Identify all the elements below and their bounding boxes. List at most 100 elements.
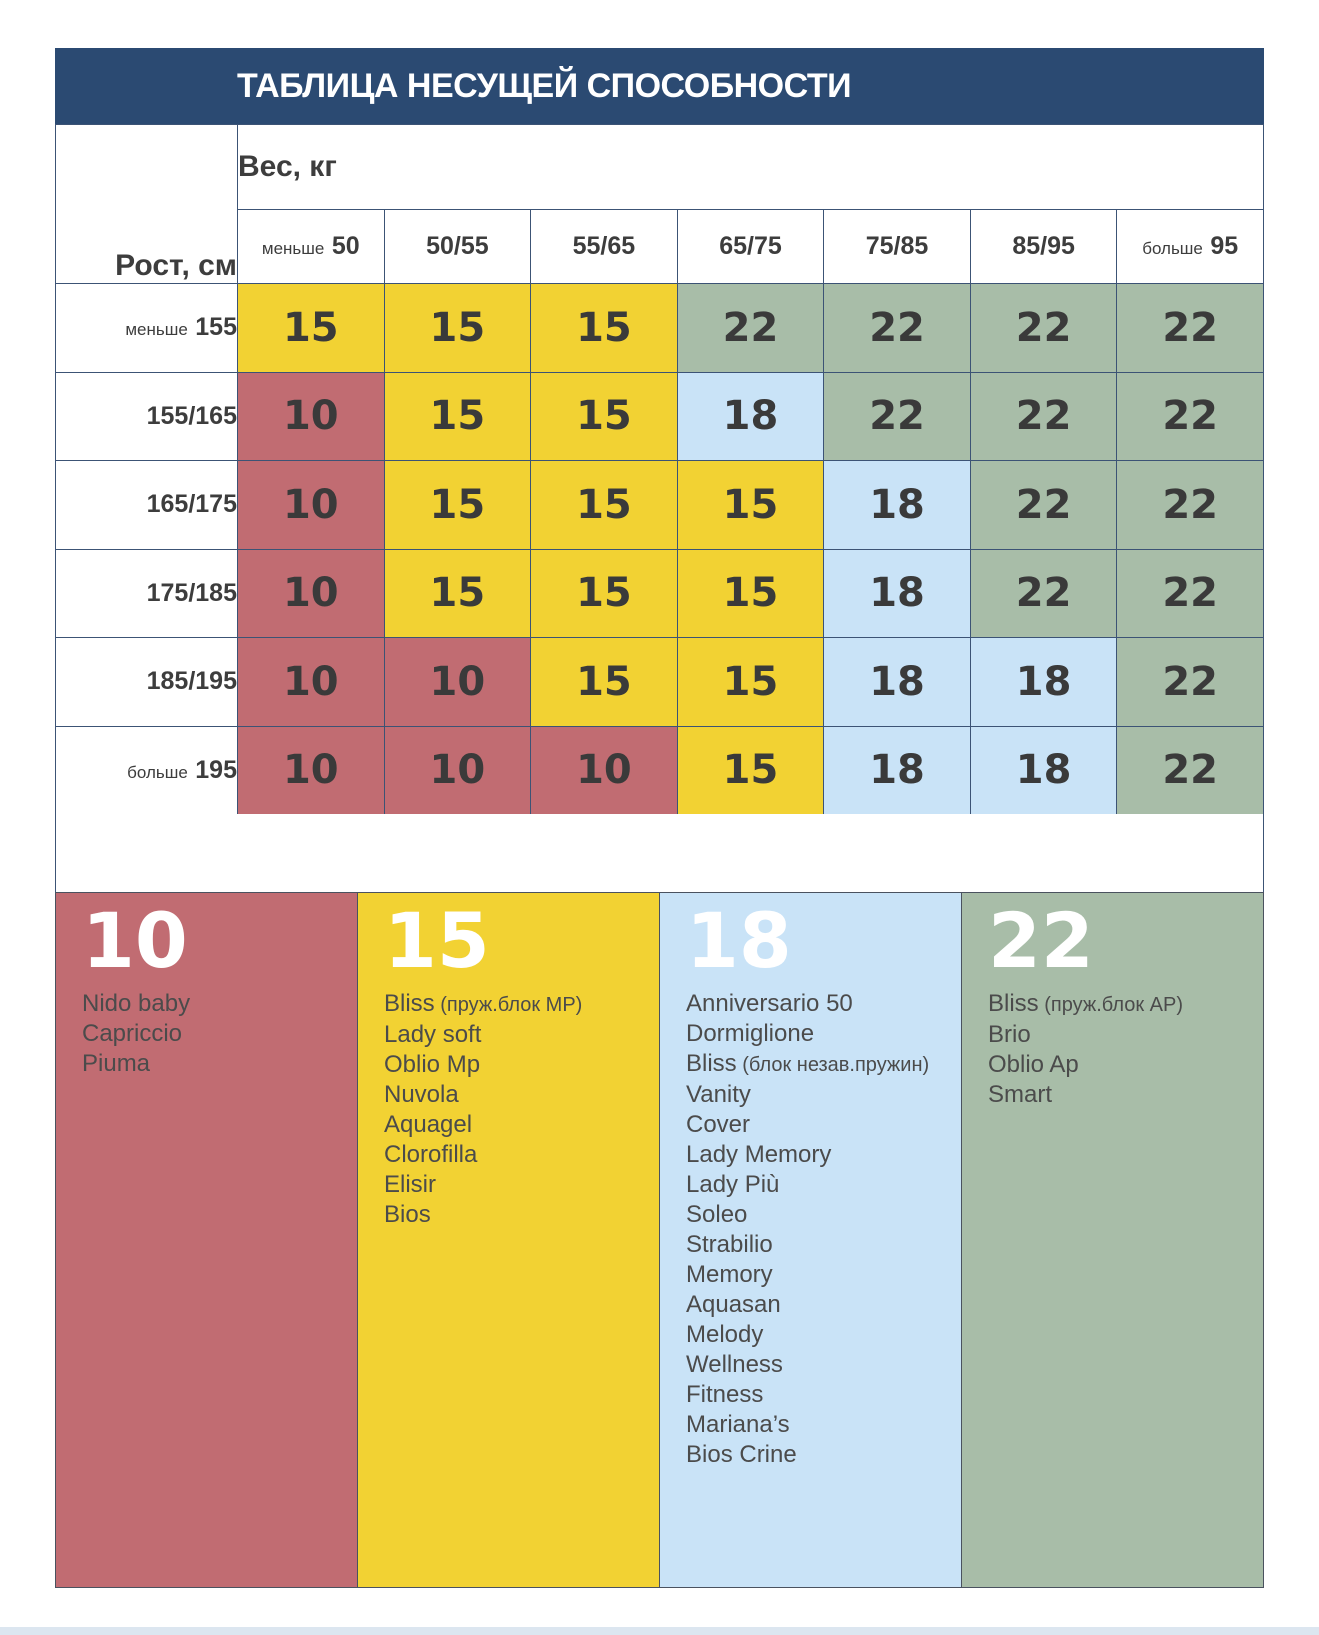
legend-item: Nido baby (82, 990, 191, 1017)
capacity-cell: 10 (237, 371, 385, 461)
col-header-prefix: больше (1142, 239, 1203, 258)
legend-item: Brio (988, 1021, 1031, 1048)
legend-item: Oblio Mp (384, 1051, 481, 1078)
capacity-cell: 15 (383, 371, 532, 461)
page-title: ТАБЛИЦА НЕСУЩЕЙ СПОСОБНОСТИ (237, 66, 852, 105)
legend-item: Vanity (686, 1081, 751, 1108)
capacity-cell: 22 (1116, 460, 1264, 550)
weight-axis-label: Вес, кг (237, 124, 1264, 210)
legend-item: Capriccio (82, 1020, 183, 1047)
col-header-value: 75/85 (865, 232, 929, 260)
footer-strip (0, 1627, 1319, 1635)
capacity-cell: 18 (969, 725, 1118, 815)
legend-item: Fitness (686, 1381, 764, 1408)
capacity-cell: 15 (530, 460, 678, 550)
weight-col-header: меньше 50 (237, 209, 385, 284)
legend-item: Soleo (686, 1201, 748, 1228)
capacity-cell: 22 (969, 283, 1118, 373)
height-row-label: 185/195 (55, 637, 238, 727)
weight-col-header: 65/75 (676, 209, 825, 284)
weight-col-header: 50/55 (383, 209, 532, 284)
legend-list: Anniversario 50 Dormiglione Bliss (блок не… (686, 989, 953, 1470)
col-header-value: 85/95 (1012, 232, 1075, 260)
legend-item: Lady Più (686, 1171, 780, 1198)
capacity-cell: 10 (237, 548, 385, 638)
legend-item: Anniversario 50 (686, 990, 853, 1017)
legend-item: Dormiglione (686, 1020, 815, 1047)
capacity-cell: 10 (237, 637, 385, 727)
weight-col-header: 75/85 (823, 209, 971, 284)
capacity-cell: 22 (823, 283, 971, 373)
table-empty-row (55, 814, 1264, 892)
capacity-cell: 15 (676, 460, 825, 550)
capacity-cell: 18 (823, 460, 971, 550)
capacity-cell: 15 (383, 283, 532, 373)
table-row: 155/165 10 15 15 18 22 22 22 (55, 371, 1264, 461)
table-row: 175/185 10 15 15 15 18 22 22 (55, 548, 1264, 638)
table-row: 165/175 10 15 15 15 18 22 22 (55, 460, 1264, 550)
capacity-cell: 15 (676, 548, 825, 638)
legend-value: 22 (988, 896, 1094, 985)
height-row-label: больше 195 (55, 725, 238, 815)
row-label-prefix: меньше (125, 320, 188, 340)
capacity-cell: 15 (676, 725, 825, 815)
capacity-cell: 15 (676, 637, 825, 727)
capacity-cell: 15 (530, 548, 678, 638)
legend-item: Smart (988, 1081, 1053, 1108)
legend-column-18: 18 Anniversario 50 Dormiglione Bliss (блок … (660, 893, 962, 1587)
legend-item: Elisir (384, 1171, 436, 1198)
legend-item: Aquagel (384, 1111, 473, 1138)
legend: 10 Nido baby Capriccio Piuma 15 Bliss (пруж.б… (55, 892, 1264, 1588)
capacity-cell: 22 (1116, 548, 1264, 638)
legend-item: Lady soft (384, 1021, 482, 1048)
legend-list: Nido baby Capriccio Piuma (82, 989, 349, 1079)
height-row-label: 175/185 (55, 548, 238, 638)
capacity-cell: 15 (530, 637, 678, 727)
table-row: 185/195 10 10 15 15 18 18 22 (55, 637, 1264, 727)
capacity-cell: 22 (1116, 637, 1264, 727)
legend-item: Nuvola (384, 1081, 459, 1108)
legend-item: Bliss (блок незав.пружин) (686, 1050, 930, 1077)
col-header-value: 65/75 (719, 232, 782, 260)
legend-column-10: 10 Nido baby Capriccio Piuma (56, 893, 358, 1587)
table-row: меньше 155 15 15 15 22 22 22 22 (55, 283, 1264, 373)
capacity-cell: 10 (383, 637, 532, 727)
capacity-cell: 22 (823, 371, 971, 461)
legend-item: Bliss (пруж.блок AP) (988, 990, 1183, 1017)
col-header-prefix: меньше (261, 239, 325, 258)
legend-item: Cover (686, 1111, 751, 1138)
legend-item: Wellness (686, 1351, 783, 1378)
capacity-cell: 22 (969, 460, 1118, 550)
height-row-label: 165/175 (55, 460, 238, 550)
capacity-cell: 10 (237, 460, 385, 550)
capacity-cell: 18 (676, 371, 825, 461)
row-label-value: 165/175 (146, 490, 237, 519)
row-label-value: 155 (195, 313, 237, 342)
capacity-cell: 10 (237, 725, 385, 815)
capacity-cell: 18 (969, 637, 1118, 727)
row-label-value: 175/185 (146, 578, 237, 607)
capacity-cell: 22 (1116, 371, 1264, 461)
legend-item: Oblio Ap (988, 1051, 1079, 1078)
height-row-label: меньше 155 (55, 283, 238, 373)
legend-item: Aquasan (686, 1291, 781, 1318)
legend-column-22: 22 Bliss (пруж.блок AP) Brio Oblio Ap Smart (962, 893, 1263, 1587)
capacity-cell: 15 (530, 371, 678, 461)
legend-value: 15 (384, 896, 490, 985)
row-label-value: 185/195 (146, 667, 237, 696)
capacity-cell: 22 (969, 371, 1118, 461)
legend-list: Bliss (пруж.блок AP) Brio Oblio Ap Smart (988, 989, 1255, 1110)
col-header-value: 95 (1210, 232, 1239, 260)
legend-item-note: (блок незав.пружин) (736, 1054, 930, 1076)
capacity-cell: 18 (823, 637, 971, 727)
legend-value: 10 (82, 896, 188, 985)
legend-item: Strabilio (686, 1231, 773, 1258)
legend-item: Mariana’s (686, 1411, 790, 1438)
legend-item: Melody (686, 1321, 764, 1348)
capacity-cell: 15 (237, 283, 385, 373)
table-header-row-weight: Рост, см Вес, кг (55, 124, 1264, 284)
legend-item: Bliss (пруж.блок MP) (384, 990, 583, 1017)
legend-item: Clorofilla (384, 1141, 478, 1168)
title-bar: ТАБЛИЦА НЕСУЩЕЙ СПОСОБНОСТИ (55, 48, 1264, 124)
